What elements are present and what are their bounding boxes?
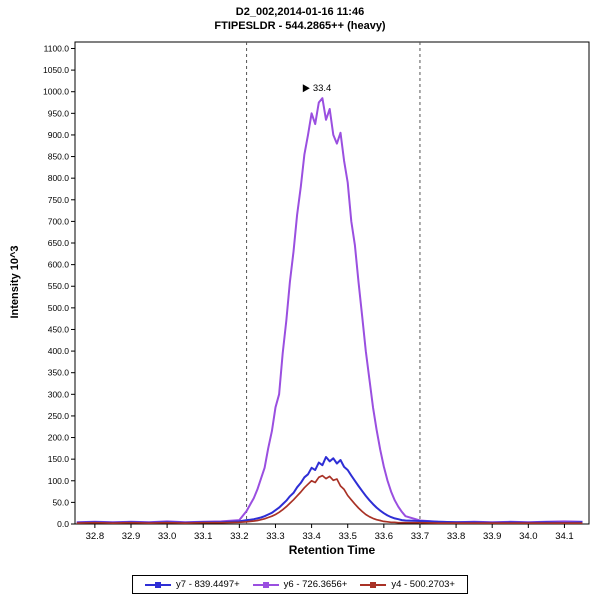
x-tick-label: 33.0 (158, 531, 177, 542)
y-tick-label: 250.0 (48, 411, 70, 421)
y-tick-label: 0.0 (57, 519, 69, 529)
legend-marker-icon (155, 581, 162, 588)
y-tick-label: 350.0 (48, 368, 70, 378)
y-tick-label: 950.0 (48, 108, 70, 118)
x-tick-label: 33.4 (302, 531, 321, 542)
x-tick-label: 32.9 (122, 531, 141, 542)
legend-label: y6 - 726.3656+ (283, 579, 348, 590)
plot-border (74, 41, 590, 525)
x-tick-label: 33.3 (266, 531, 285, 542)
trace-y6 (76, 97, 583, 524)
y-tick-label: 200.0 (48, 433, 70, 443)
x-tick-label: 33.6 (375, 531, 394, 542)
legend-item-y7: y7 - 839.4497+ (145, 579, 240, 590)
legend-item-y6: y6 - 726.3656+ (252, 579, 348, 590)
legend: y7 - 839.4497+ y6 - 726.3656+ y4 - 500.2… (132, 575, 468, 594)
legend-line-icon (360, 581, 387, 588)
y-tick-label: 450.0 (48, 324, 70, 334)
x-tick-label: 34.1 (555, 531, 574, 542)
y-tick-label: 900.0 (48, 130, 70, 140)
y-tick-label: 1000.0 (43, 87, 69, 97)
y-tick-label: 400.0 (48, 346, 70, 356)
x-tick-label: 33.2 (230, 531, 249, 542)
legend-item-y4: y4 - 500.2703+ (360, 579, 455, 590)
legend-line-icon (145, 581, 172, 588)
x-tick-label: 33.5 (338, 531, 357, 542)
legend-marker-icon (370, 581, 377, 588)
x-tick-label: 34.0 (519, 531, 538, 542)
x-axis-title: Retention Time (288, 543, 376, 557)
trace-y7 (76, 456, 583, 524)
peak-pointer-triangle-icon (302, 84, 310, 93)
legend-marker-icon (262, 581, 269, 588)
x-tick-label: 33.8 (447, 531, 466, 542)
x-tick-label: 32.8 (86, 531, 105, 542)
y-tick-label: 600.0 (48, 260, 70, 270)
x-tick-label: 33.1 (194, 531, 213, 542)
trace-y4 (76, 474, 583, 524)
legend-label: y7 - 839.4497+ (176, 579, 240, 590)
y-tick-label: 500.0 (48, 303, 70, 313)
y-tick-label: 700.0 (48, 216, 70, 226)
y-tick-label: 550.0 (48, 281, 70, 291)
y-axis-ticks: 0.0 50.0 100.0 150.0 200.0 250.0 300.0 350.0 400… (43, 43, 75, 529)
x-tick-label: 33.9 (483, 531, 502, 542)
y-axis-title: Intensity 10^3 (9, 245, 21, 319)
y-tick-label: 150.0 (48, 454, 70, 464)
y-tick-label: 750.0 (48, 195, 70, 205)
legend-line-icon (252, 581, 279, 588)
peak-annotation-label: 33.4 (313, 83, 332, 94)
chart-subtitle: FTIPESLDR - 544.2865++ (heavy) (214, 20, 386, 32)
y-tick-label: 1050.0 (43, 65, 69, 75)
legend-label: y4 - 500.2703+ (391, 579, 455, 590)
y-tick-label: 650.0 (48, 238, 70, 248)
y-tick-label: 1100.0 (44, 43, 70, 53)
y-tick-label: 50.0 (52, 497, 69, 507)
y-tick-label: 800.0 (48, 173, 70, 183)
y-tick-label: 300.0 (48, 389, 70, 399)
y-tick-label: 100.0 (48, 476, 70, 486)
y-tick-label: 850.0 (48, 152, 70, 162)
x-tick-label: 33.7 (411, 531, 430, 542)
chart-title: D2_002,2014-01-16 11:46 (235, 6, 365, 18)
x-axis-ticks: 32.8 32.9 33.0 33.1 33.2 33.3 33.4 33.5 33.6 33.7… (86, 524, 574, 542)
